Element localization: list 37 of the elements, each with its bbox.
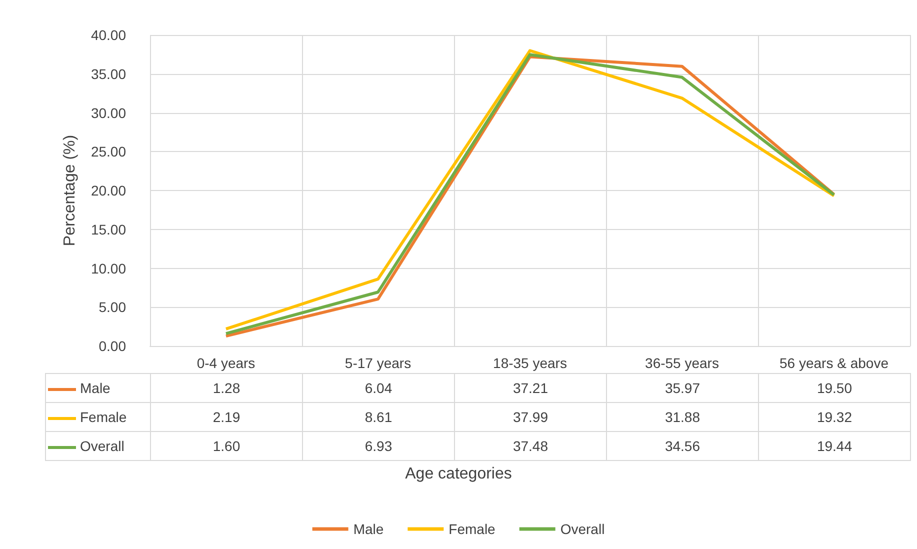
text: Female — [448, 521, 496, 537]
data-label: 35.97 — [606, 374, 758, 402]
data-label: 19.44 — [758, 432, 910, 460]
y-tick-label: 20.00 — [90, 182, 126, 198]
data-label: 34.56 — [606, 432, 758, 460]
data-label: 1.60 — [150, 432, 302, 460]
y-tick-label: 25.00 — [90, 144, 126, 160]
x-tick-label: 18-35 years — [493, 355, 567, 371]
text: Age categories — [405, 466, 512, 482]
data-label: 37.21 — [454, 374, 606, 402]
y-tick-label: 15.00 — [90, 221, 126, 238]
text: Overall — [560, 521, 605, 537]
x-tick-label: 56 years & above — [780, 355, 889, 371]
x-tick-label: 0-4 years — [196, 355, 256, 371]
x-tick-label: 36-55 years — [645, 355, 719, 371]
y-tick-label: 30.00 — [90, 104, 126, 121]
y-axis-title: Percentage (%) — [62, 134, 78, 246]
data-label: 2.19 — [150, 402, 302, 432]
data-label: 37.99 — [454, 402, 606, 432]
y-tick-label: 10.00 — [90, 260, 126, 276]
data-label: 6.04 — [302, 374, 454, 402]
x-tick-label: 5-17 years — [344, 355, 412, 371]
data-label: 6.93 — [302, 432, 454, 460]
y-tick-label: 35.00 — [90, 66, 126, 82]
y-tick-label: 5.00 — [98, 299, 126, 316]
y-tick-label: 0.00 — [98, 338, 126, 354]
data-label: 19.50 — [758, 374, 910, 402]
data-label: 37.48 — [454, 432, 606, 460]
data-label: 31.88 — [606, 402, 758, 432]
data-label: 8.61 — [302, 402, 454, 432]
data-label: 19.32 — [758, 402, 910, 432]
y-tick-label: 40.00 — [90, 27, 126, 43]
data-label: 1.28 — [150, 374, 302, 402]
legend-label: Male — [46, 374, 150, 402]
legend-label: Overall — [46, 432, 150, 460]
legend-label: Female — [46, 402, 150, 432]
text: Male — [353, 521, 384, 537]
